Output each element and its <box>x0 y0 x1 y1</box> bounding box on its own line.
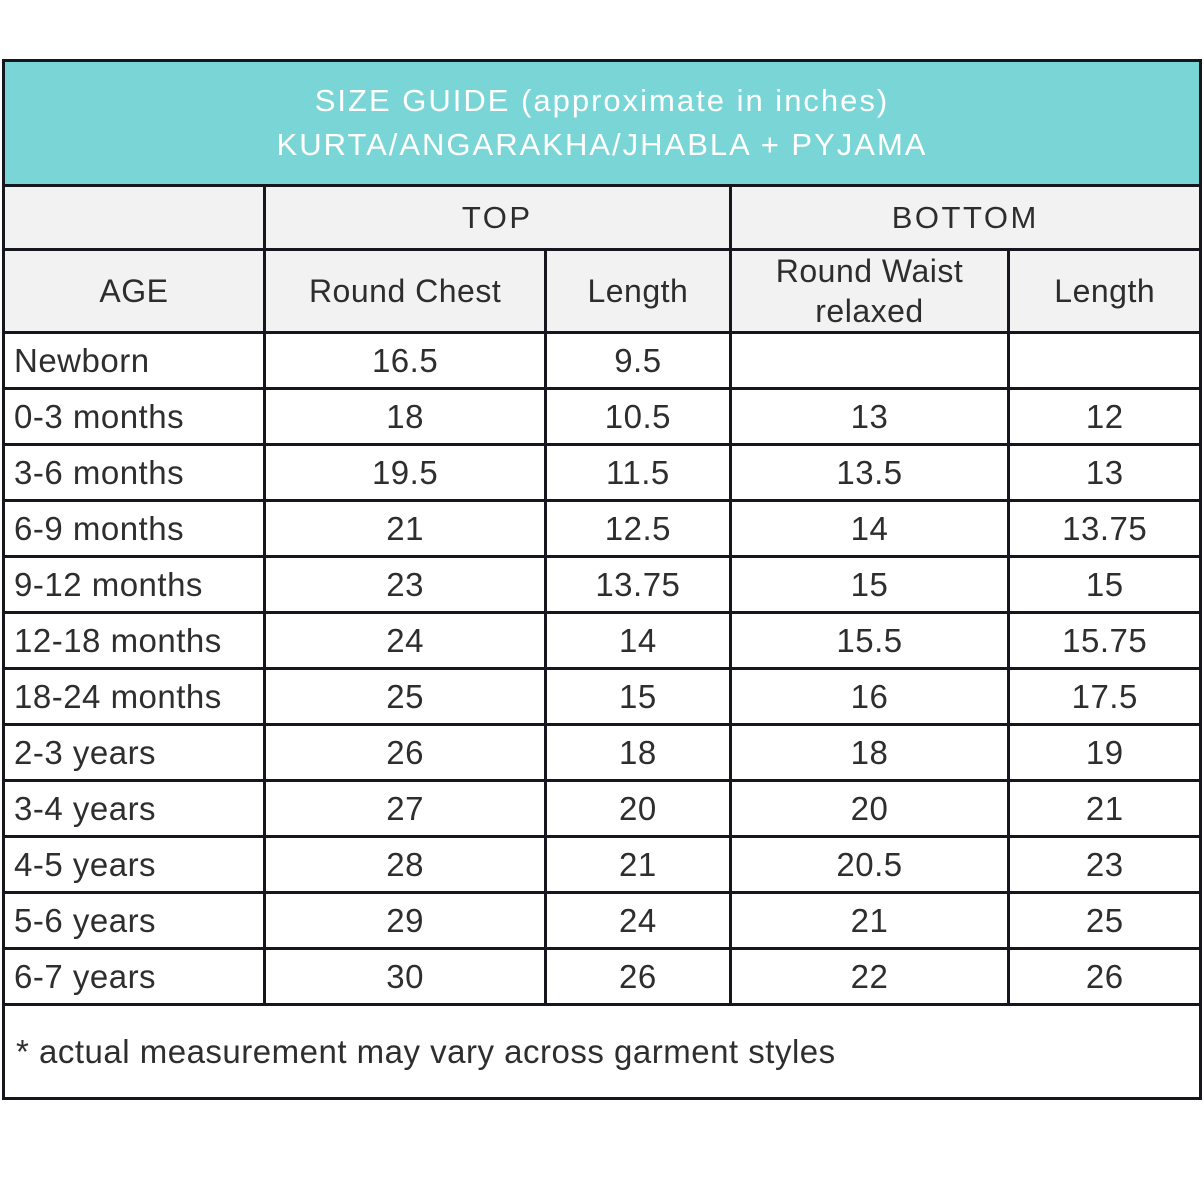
waist-cell: 13.5 <box>728 443 1011 502</box>
top-length-cell: 12.5 <box>544 499 732 558</box>
column-header-round-waist: Round Waist relaxed <box>728 248 1011 334</box>
chest-cell: 21 <box>262 499 548 558</box>
chest-cell: 28 <box>262 835 548 894</box>
bottom-length-cell: 13 <box>1007 443 1202 502</box>
column-header-round-chest: Round Chest <box>262 248 548 334</box>
group-header-bottom: BOTTOM <box>728 184 1203 251</box>
size-guide-table: SIZE GUIDE (approximate in inches) KURTA… <box>2 59 1203 1100</box>
table-row-newborn: Newborn 16.5 9.5 <box>2 331 1202 390</box>
chest-cell: 23 <box>262 555 548 614</box>
age-cell: 2-3 years <box>2 723 266 782</box>
bottom-length-cell: 15.75 <box>1007 611 1202 670</box>
column-header-row: AGE Round Chest Length Round Waist relax… <box>2 248 1202 334</box>
bottom-length-cell: 25 <box>1007 891 1202 950</box>
group-header-top: TOP <box>262 184 732 251</box>
title-banner: SIZE GUIDE (approximate in inches) KURTA… <box>2 59 1202 187</box>
age-cell: 18-24 months <box>2 667 266 726</box>
top-length-cell: 14 <box>544 611 732 670</box>
top-length-cell: 9.5 <box>544 331 732 390</box>
table-row-0-3-months: 0-3 months 18 10.5 13 12 <box>2 387 1202 446</box>
bottom-length-cell: 17.5 <box>1007 667 1202 726</box>
top-length-cell: 24 <box>544 891 732 950</box>
table-row-6-9-months: 6-9 months 21 12.5 14 13.75 <box>2 499 1202 558</box>
bottom-length-cell: 12 <box>1007 387 1202 446</box>
bottom-length-cell: 21 <box>1007 779 1202 838</box>
chest-cell: 27 <box>262 779 548 838</box>
top-length-cell: 20 <box>544 779 732 838</box>
chest-cell: 24 <box>262 611 548 670</box>
table-row-18-24-months: 18-24 months 25 15 16 17.5 <box>2 667 1202 726</box>
waist-cell: 20 <box>728 779 1011 838</box>
waist-cell: 16 <box>728 667 1011 726</box>
age-cell: 6-7 years <box>2 947 266 1006</box>
bottom-length-cell: 13.75 <box>1007 499 1202 558</box>
banner-title-line2: KURTA/ANGARAKHA/JHABLA + PYJAMA <box>276 127 928 162</box>
table-row-12-18-months: 12-18 months 24 14 15.5 15.75 <box>2 611 1202 670</box>
table-row-2-3-years: 2-3 years 26 18 18 19 <box>2 723 1202 782</box>
age-cell: 12-18 months <box>2 611 266 670</box>
top-length-cell: 13.75 <box>544 555 732 614</box>
chest-cell: 19.5 <box>262 443 548 502</box>
table-row-6-7-years: 6-7 years 30 26 22 26 <box>2 947 1202 1006</box>
waist-cell: 14 <box>728 499 1011 558</box>
table-row-5-6-years: 5-6 years 29 24 21 25 <box>2 891 1202 950</box>
waist-cell: 21 <box>728 891 1011 950</box>
waist-cell: 13 <box>728 387 1011 446</box>
bottom-length-cell: 26 <box>1007 947 1202 1006</box>
column-header-age: AGE <box>2 248 266 334</box>
age-cell: 3-6 months <box>2 443 266 502</box>
table-row-3-6-months: 3-6 months 19.5 11.5 13.5 13 <box>2 443 1202 502</box>
column-header-bottom-length: Length <box>1007 248 1202 334</box>
age-cell: 6-9 months <box>2 499 266 558</box>
chest-cell: 29 <box>262 891 548 950</box>
age-cell: 4-5 years <box>2 835 266 894</box>
chest-cell: 30 <box>262 947 548 1006</box>
footnote-text: * actual measurement may vary across gar… <box>2 1003 1202 1100</box>
age-cell: 9-12 months <box>2 555 266 614</box>
age-cell: 5-6 years <box>2 891 266 950</box>
chest-cell: 16.5 <box>262 331 548 390</box>
chest-cell: 26 <box>262 723 548 782</box>
age-cell: Newborn <box>2 331 266 390</box>
top-length-cell: 26 <box>544 947 732 1006</box>
top-length-cell: 21 <box>544 835 732 894</box>
bottom-length-cell: 15 <box>1007 555 1202 614</box>
group-header-row: TOP BOTTOM <box>2 184 1203 251</box>
group-header-empty <box>2 184 266 251</box>
bottom-length-cell <box>1007 331 1202 390</box>
waist-cell: 15 <box>728 555 1011 614</box>
age-cell: 3-4 years <box>2 779 266 838</box>
table-row-9-12-months: 9-12 months 23 13.75 15 15 <box>2 555 1202 614</box>
top-length-cell: 15 <box>544 667 732 726</box>
chest-cell: 18 <box>262 387 548 446</box>
waist-cell: 15.5 <box>728 611 1011 670</box>
top-length-cell: 10.5 <box>544 387 732 446</box>
column-header-top-length: Length <box>544 248 732 334</box>
bottom-length-cell: 23 <box>1007 835 1202 894</box>
age-cell: 0-3 months <box>2 387 266 446</box>
top-length-cell: 18 <box>544 723 732 782</box>
waist-cell: 20.5 <box>728 835 1011 894</box>
chest-cell: 25 <box>262 667 548 726</box>
footnote-row: * actual measurement may vary across gar… <box>2 1003 1202 1100</box>
table-row-3-4-years: 3-4 years 27 20 20 21 <box>2 779 1202 838</box>
banner-title-line1: SIZE GUIDE (approximate in inches) <box>314 82 890 118</box>
waist-cell <box>728 331 1011 390</box>
bottom-length-cell: 19 <box>1007 723 1202 782</box>
table-row-4-5-years: 4-5 years 28 21 20.5 23 <box>2 835 1202 894</box>
top-length-cell: 11.5 <box>544 443 732 502</box>
banner-cell: SIZE GUIDE (approximate in inches) KURTA… <box>2 59 1202 187</box>
waist-cell: 18 <box>728 723 1011 782</box>
waist-cell: 22 <box>728 947 1011 1006</box>
